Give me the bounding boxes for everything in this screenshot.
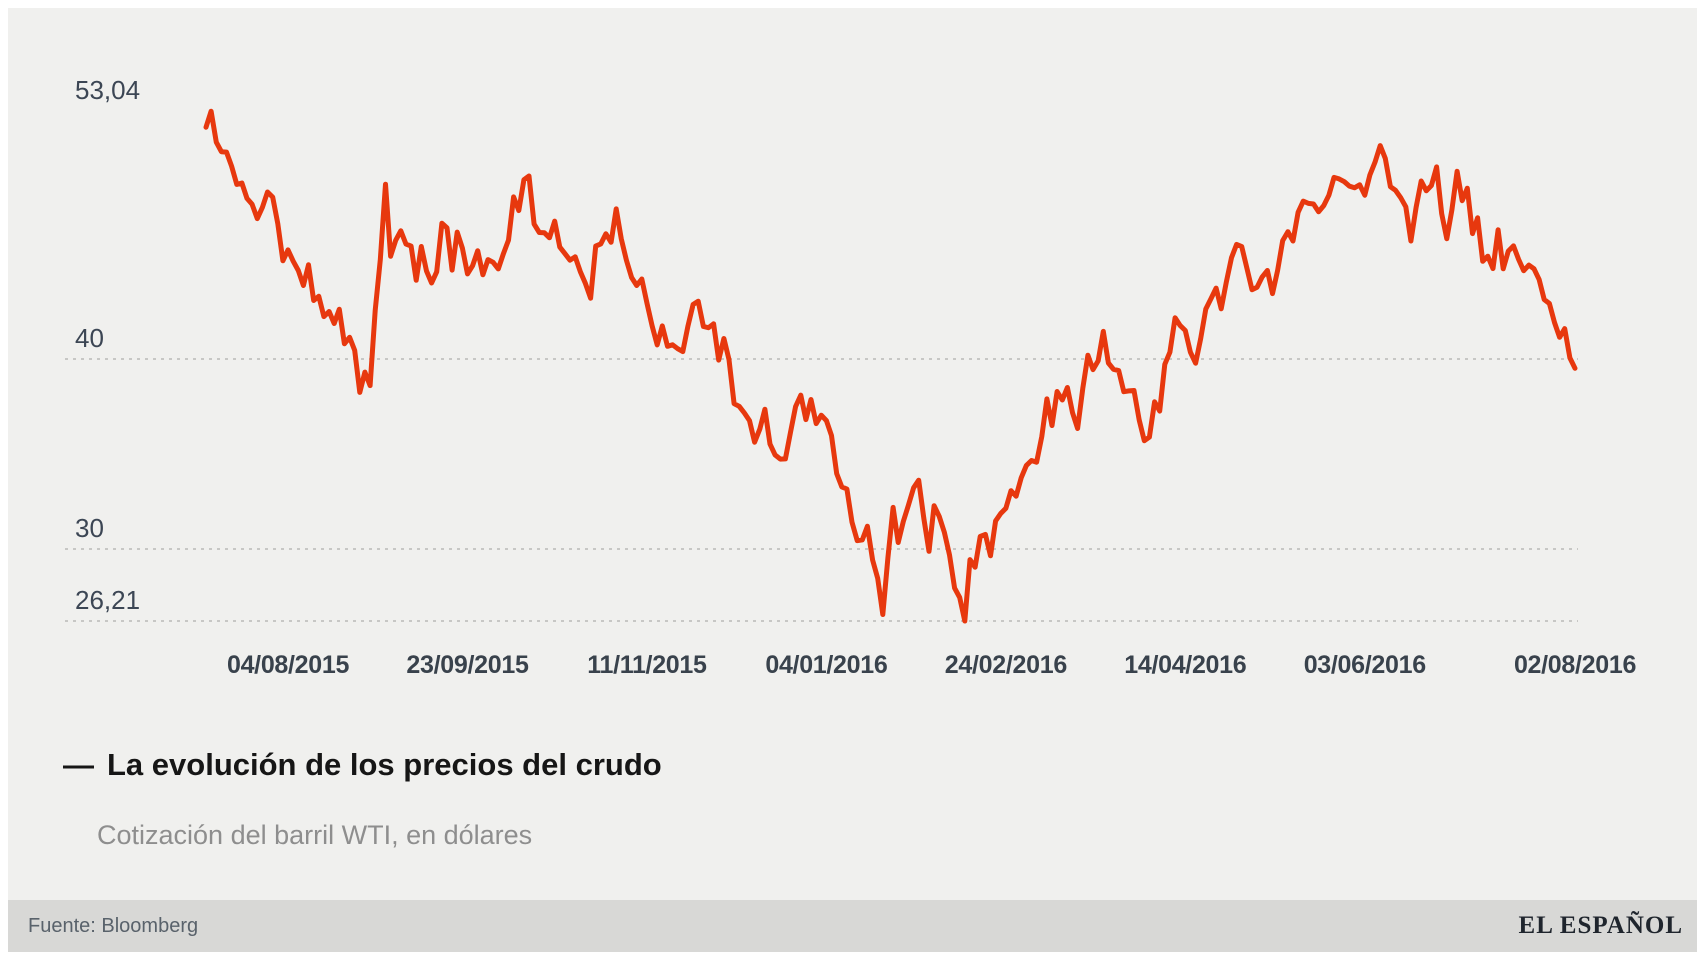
x-axis-tick-label: 24/02/2016 [944,651,1067,679]
x-axis-tick-label: 14/04/2016 [1124,651,1247,679]
footer-bar [8,900,1697,952]
source-credit: Fuente: Bloomberg [28,915,199,937]
y-axis-tick-label: 40 [75,323,104,353]
x-axis-tick-label: 04/08/2015 [226,651,350,679]
y-axis-tick-label: 53,04 [75,75,141,106]
legend-dash-icon: — [63,747,94,782]
chart-subtitle: Cotización del barril WTI, en dólares [97,820,533,850]
y-axis-tick-label: 26,21 [75,585,141,615]
x-axis-tick-label: 23/09/2015 [406,651,529,679]
chart-title: La evolución de los precios del crudo [107,747,662,782]
x-axis-tick-label: 04/01/2016 [765,651,888,679]
chart-title-row: — La evolución de los precios del crudo [63,747,662,783]
y-axis-tick-label: 30 [75,513,104,543]
x-axis-tick-label: 02/08/2016 [1513,651,1637,679]
x-axis-tick-label: 03/06/2016 [1303,651,1426,679]
x-axis-tick-label: 11/11/2015 [587,651,707,679]
brand-logo: EL ESPAÑOL [1518,912,1683,939]
